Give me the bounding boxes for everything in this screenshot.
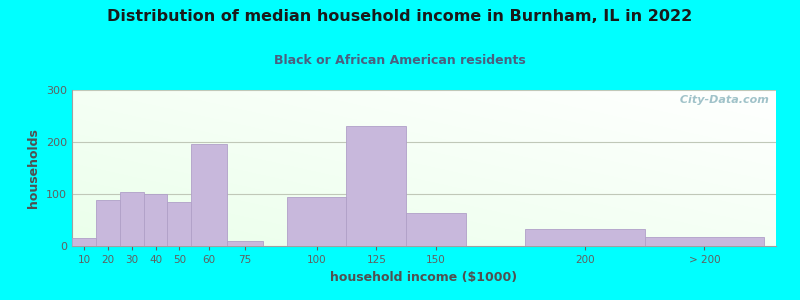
Bar [72,238,96,246]
Bar [143,194,167,246]
Bar [526,229,645,246]
Bar [286,196,346,246]
X-axis label: household income ($1000): household income ($1000) [330,271,518,284]
Bar [346,126,406,246]
Bar [227,241,263,246]
Text: Black or African American residents: Black or African American residents [274,54,526,67]
Bar [191,144,227,246]
Bar [645,237,764,246]
Bar [120,192,143,246]
Bar [406,213,466,246]
Text: City-Data.com: City-Data.com [676,95,769,105]
Y-axis label: households: households [27,128,41,208]
Bar [96,200,120,246]
Text: Distribution of median household income in Burnham, IL in 2022: Distribution of median household income … [107,9,693,24]
Bar [167,202,191,246]
